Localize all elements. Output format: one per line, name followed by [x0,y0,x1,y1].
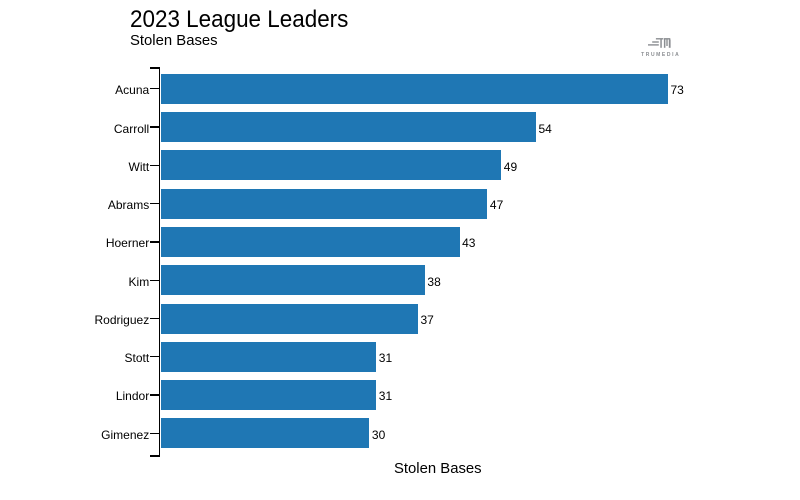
svg-text:TRUMEDIA: TRUMEDIA [641,52,680,58]
